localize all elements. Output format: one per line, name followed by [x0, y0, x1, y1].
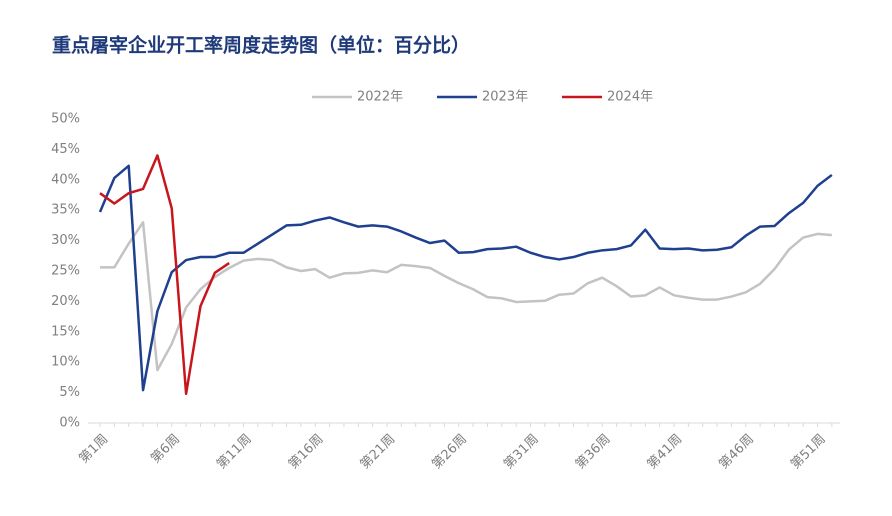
x-tick-label: 第46周: [716, 432, 757, 473]
x-tick-label: 第31周: [501, 432, 542, 473]
x-tick-label: 第11周: [214, 432, 255, 473]
y-tick-label: 10%: [51, 355, 80, 370]
x-tick-label: 第6周: [148, 432, 183, 467]
y-tick-label: 25%: [51, 264, 80, 279]
legend-label: 2022年: [357, 90, 403, 105]
legend-label: 2023年: [482, 90, 528, 105]
legend-label: 2024年: [607, 90, 653, 105]
x-tick-label: 第1周: [76, 432, 111, 467]
y-tick-label: 15%: [51, 324, 80, 339]
x-tick-label: 第41周: [645, 432, 686, 473]
y-tick-label: 20%: [51, 294, 80, 309]
y-tick-label: 45%: [51, 142, 80, 157]
y-tick-label: 5%: [59, 385, 80, 400]
y-tick-label: 35%: [51, 203, 80, 218]
x-tick-label: 第21周: [358, 432, 399, 473]
x-tick-label: 第36周: [573, 432, 614, 473]
y-tick-label: 40%: [51, 172, 80, 187]
chart-title: 重点屠宰企业开工率周度走势图（单位：百分比）: [52, 34, 470, 57]
x-tick-label: 第16周: [286, 432, 327, 473]
y-tick-label: 30%: [51, 233, 80, 248]
series-line: [98, 164, 833, 392]
y-tick-label: 0%: [59, 416, 80, 431]
x-tick-label: 第51周: [788, 432, 829, 473]
x-tick-label: 第26周: [429, 432, 470, 473]
y-tick-label: 50%: [51, 112, 80, 127]
series-line: [99, 154, 230, 396]
series-line: [100, 221, 832, 372]
